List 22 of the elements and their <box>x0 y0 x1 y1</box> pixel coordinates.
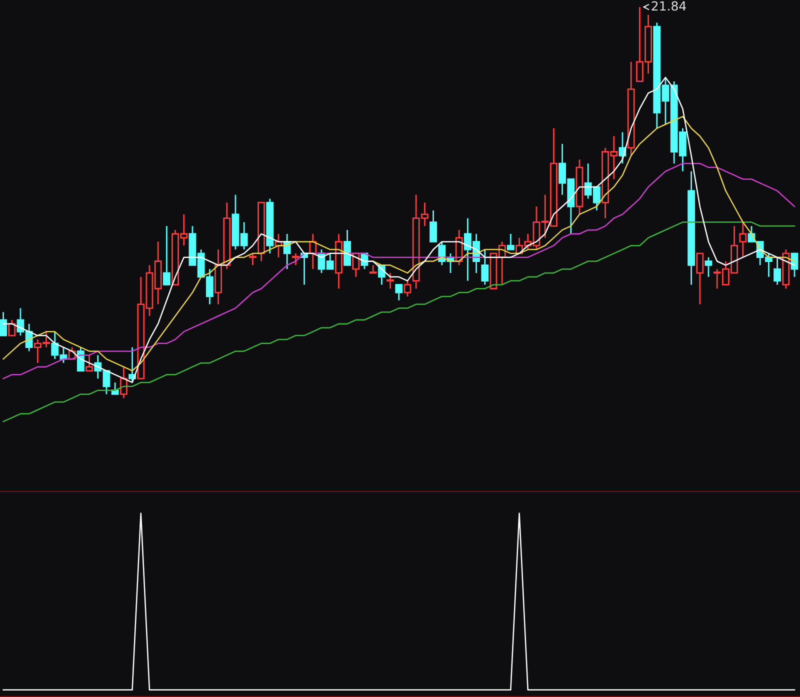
candlestick <box>506 233 514 250</box>
candlestick <box>430 210 437 242</box>
candlestick <box>292 252 300 266</box>
candlestick <box>111 382 119 395</box>
candlestick <box>128 346 136 384</box>
candlestick <box>8 319 16 336</box>
candlestick <box>162 225 170 286</box>
candlestick <box>248 252 256 266</box>
candlestick <box>696 252 704 305</box>
candlestick <box>481 248 489 286</box>
candlestick <box>386 272 394 290</box>
candlestick <box>704 256 712 278</box>
candlestick <box>120 366 128 399</box>
annotation: 21.84 <box>652 1 686 11</box>
candlestick <box>395 284 403 302</box>
candlestick <box>0 311 7 336</box>
candlestick <box>369 264 377 274</box>
candlestick <box>344 229 351 266</box>
candlestick <box>739 221 747 258</box>
candlestick <box>86 354 93 372</box>
candlestick <box>774 256 781 286</box>
candlestick <box>404 280 412 298</box>
